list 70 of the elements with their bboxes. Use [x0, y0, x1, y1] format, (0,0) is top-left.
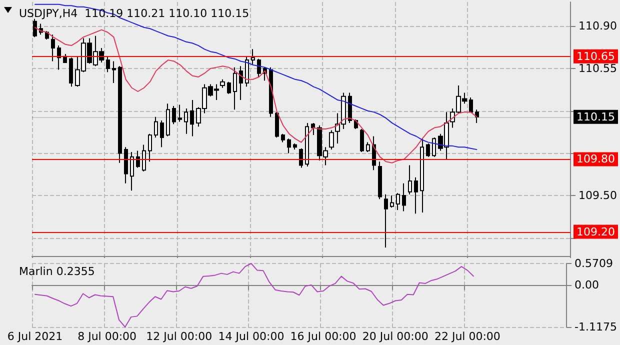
candlestick: [408, 164, 412, 195]
line-series: [34, 26, 478, 164]
candlestick: [227, 81, 231, 94]
candlestick: [184, 108, 188, 134]
candlestick: [432, 136, 436, 158]
candlestick: [311, 122, 315, 136]
candlestick: [63, 54, 67, 63]
candlestick: [396, 192, 400, 211]
candlestick: [257, 58, 261, 78]
candlestick: [178, 104, 182, 122]
candlestick: [57, 45, 61, 70]
candlestick: [124, 146, 128, 184]
candlestick: [106, 56, 110, 73]
x-tick-label: 14 Jul 00:00: [218, 330, 284, 343]
x-tick-label: 22 Jul 00:00: [434, 330, 500, 343]
candlestick: [384, 194, 388, 248]
x-tick-label: 8 Jul 00:00: [78, 330, 137, 343]
candlestick: [287, 138, 291, 154]
x-tick-label: 6 Jul 2021: [7, 330, 63, 343]
candlestick: [142, 144, 146, 172]
candlestick: [51, 34, 55, 62]
candlestick: [469, 97, 473, 113]
chart-title: Marlin 0.2355: [19, 265, 95, 278]
x-tick-label: 12 Jul 00:00: [146, 330, 212, 343]
candlestick: [414, 176, 418, 214]
ref-line-label: 110.15: [576, 110, 616, 124]
y-tick-label: 110.90: [578, 20, 618, 33]
candlestick: [426, 143, 430, 158]
candlestick: [112, 60, 116, 84]
candlestick: [220, 78, 225, 88]
candlestick: [251, 48, 255, 66]
candlestick: [299, 148, 303, 168]
candlestick: [136, 150, 140, 168]
candlestick: [154, 116, 158, 138]
candlestick: [281, 133, 285, 143]
candlestick: [172, 106, 176, 125]
x-tick-label: 20 Jul 00:00: [362, 330, 428, 343]
y-tick-label: 0.00: [574, 278, 600, 292]
y-tick-label: 110.55: [578, 62, 618, 76]
ref-line-label: 110.65: [576, 50, 616, 63]
candlestick: [239, 66, 243, 100]
candlestick: [305, 122, 309, 167]
candlestick: [130, 151, 134, 192]
candlestick: [475, 109, 479, 124]
candlestick: [378, 161, 382, 200]
candlestick: [390, 195, 394, 208]
candlestick: [148, 133, 152, 162]
ref-line-label: 109.20: [576, 225, 616, 238]
candlestick: [348, 92, 352, 124]
candlestick: [160, 120, 164, 148]
candlestick: [190, 99, 194, 137]
candlestick: [293, 143, 297, 150]
candlestick: [329, 130, 334, 150]
candlestick: [245, 56, 249, 88]
candlestick: [33, 18, 37, 38]
ref-line-label: 109.80: [576, 152, 616, 166]
candlestick: [360, 128, 364, 152]
candlestick: [420, 138, 424, 213]
candlestick: [233, 66, 237, 110]
candlestick: [69, 57, 73, 88]
candlestick: [402, 182, 406, 212]
y-tick-label: 109.50: [578, 189, 618, 202]
y-tick-label: -1.1175: [574, 320, 618, 334]
x-tick-label: 16 Jul 00:00: [290, 330, 356, 343]
candlestick: [275, 112, 279, 138]
candlestick: [118, 66, 122, 164]
candlestick: [166, 103, 170, 137]
y-tick-label: 0.5709: [574, 257, 614, 270]
candlestick: [269, 66, 273, 118]
candlestick: [366, 142, 370, 152]
